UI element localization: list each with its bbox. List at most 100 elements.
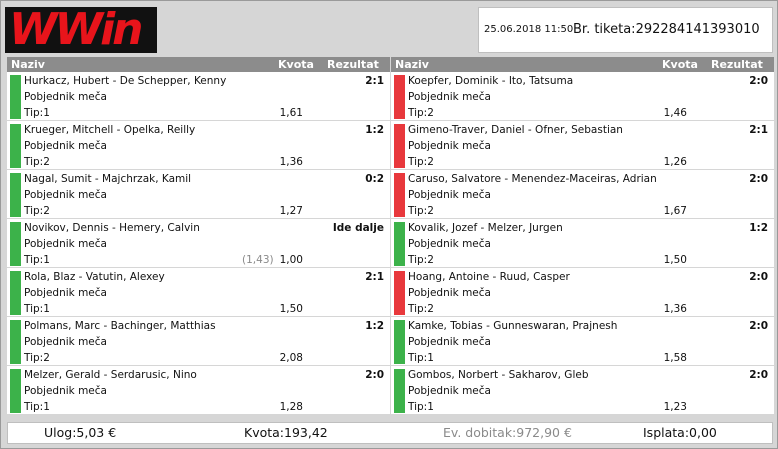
status-indicator	[394, 124, 405, 168]
match-name: Gombos, Norbert - Sakharov, Gleb	[408, 369, 589, 381]
market-name: Pobjednik meča	[24, 385, 107, 397]
status-indicator	[10, 173, 21, 217]
match-name: Melzer, Gerald - Serdarusic, Nino	[24, 369, 197, 381]
odds-value: 1,00	[279, 254, 303, 266]
result: 1:2	[365, 124, 384, 136]
result: 2:0	[749, 75, 768, 87]
right-rows: Koepfer, Dominik - Ito, Tatsuma Pobjednik…	[391, 72, 774, 415]
tip: Tip:2	[408, 156, 434, 168]
odds-value: 1,50	[279, 303, 303, 315]
result: 2:0	[749, 320, 768, 332]
tip: Tip:2	[24, 205, 50, 217]
header-rezultat: Rezultat	[327, 58, 379, 71]
status-indicator	[10, 75, 21, 119]
status-indicator	[10, 320, 21, 364]
ticket-number-label: Br. tiketa:292284141393010	[573, 22, 760, 37]
match-name: Hoang, Antoine - Ruud, Casper	[408, 271, 570, 283]
tip: Tip:2	[24, 156, 50, 168]
status-indicator	[394, 173, 405, 217]
market-name: Pobjednik meča	[408, 336, 491, 348]
result: 2:1	[365, 271, 384, 283]
status-indicator	[394, 75, 405, 119]
status-indicator	[394, 271, 405, 315]
ticket-summary: Ulog:5,03 € Kvota:193,42 Ev. dobitak:972…	[7, 422, 773, 444]
status-indicator	[10, 124, 21, 168]
market-name: Pobjednik meča	[24, 238, 107, 250]
tip: Tip:1	[24, 254, 50, 266]
bet-row: Gombos, Norbert - Sakharov, Gleb Pobjedni…	[391, 366, 774, 415]
result: 2:0	[749, 369, 768, 381]
odds: 1,23	[658, 401, 687, 413]
market-name: Pobjednik meča	[408, 140, 491, 152]
market-name: Pobjednik meča	[408, 385, 491, 397]
ticket-datetime: 25.06.2018 11:50	[484, 24, 574, 35]
odds: 1,27	[274, 205, 303, 217]
market-name: Pobjednik meča	[408, 287, 491, 299]
tip: Tip:1	[408, 352, 434, 364]
status-indicator	[10, 271, 21, 315]
tip: Tip:2	[408, 303, 434, 315]
odds: 1,58	[658, 352, 687, 364]
match-name: Gimeno-Traver, Daniel - Ofner, Sebastian	[408, 124, 623, 136]
header-naziv: Naziv	[395, 58, 429, 71]
market-name: Pobjednik meča	[24, 140, 107, 152]
left-column: Naziv Kvota Rezultat Hurkacz, Hubert - D…	[7, 57, 390, 415]
result: 2:1	[749, 124, 768, 136]
status-indicator	[394, 320, 405, 364]
match-name: Rola, Blaz - Vatutin, Alexey	[24, 271, 165, 283]
match-name: Koepfer, Dominik - Ito, Tatsuma	[408, 75, 574, 87]
header-naziv: Naziv	[11, 58, 45, 71]
match-name: Novikov, Dennis - Hemery, Calvin	[24, 222, 200, 234]
result: 2:1	[365, 75, 384, 87]
ticket-info: 25.06.2018 11:50 Br. tiketa:292284141393…	[478, 7, 773, 53]
header-kvota: Kvota	[662, 58, 698, 71]
match-name: Polmans, Marc - Bachinger, Matthias	[24, 320, 216, 332]
potential-win: Ev. dobitak:972,90 €	[443, 425, 572, 440]
table-header: Naziv Kvota Rezultat	[7, 57, 390, 72]
status-indicator	[394, 369, 405, 413]
tip: Tip:2	[408, 107, 434, 119]
tip: Tip:1	[408, 401, 434, 413]
bet-row: Krueger, Mitchell - Opelka, Reilly Pobjed…	[7, 121, 390, 170]
odds: 1,50	[658, 254, 687, 266]
odds-value: 1,61	[279, 107, 303, 119]
match-name: Nagal, Sumit - Majchrzak, Kamil	[24, 173, 192, 185]
bet-row: Melzer, Gerald - Serdarusic, Nino Pobjedn…	[7, 366, 390, 415]
original-odds: (1,43)	[242, 254, 274, 266]
logo-text: WWin	[9, 7, 143, 53]
odds: 1,36	[274, 156, 303, 168]
tip: Tip:2	[408, 205, 434, 217]
header-rezultat: Rezultat	[711, 58, 763, 71]
tip: Tip:1	[24, 401, 50, 413]
wwin-logo: WWin	[5, 7, 157, 53]
odds: 1,67	[658, 205, 687, 217]
odds-value: 2,08	[279, 352, 303, 364]
market-name: Pobjednik meča	[24, 189, 107, 201]
ticket-number: 292284141393010	[635, 22, 760, 37]
odds-value: 1,36	[279, 156, 303, 168]
odds-value: 1,27	[279, 205, 303, 217]
tip: Tip:1	[24, 107, 50, 119]
match-name: Kovalik, Jozef - Melzer, Jurgen	[408, 222, 563, 234]
odds-value: 1,46	[663, 107, 687, 119]
bet-row: Novikov, Dennis - Hemery, Calvin Pobjedni…	[7, 219, 390, 268]
ticket-number-prefix: Br. tiketa:	[573, 22, 636, 37]
odds-value: 1,50	[663, 254, 687, 266]
result: Ide dalje	[332, 222, 384, 234]
bet-row: Nagal, Sumit - Majchrzak, Kamil Pobjednik…	[7, 170, 390, 219]
odds: 1,26	[658, 156, 687, 168]
bet-row: Koepfer, Dominik - Ito, Tatsuma Pobjednik…	[391, 72, 774, 121]
match-name: Caruso, Salvatore - Menendez-Maceiras, A…	[408, 173, 657, 185]
bet-row: Hoang, Antoine - Ruud, Casper Pobjednik m…	[391, 268, 774, 317]
market-name: Pobjednik meča	[408, 91, 491, 103]
tip: Tip:2	[408, 254, 434, 266]
odds: 1,36	[658, 303, 687, 315]
bet-row: Gimeno-Traver, Daniel - Ofner, Sebastian…	[391, 121, 774, 170]
bet-row: Polmans, Marc - Bachinger, Matthias Pobje…	[7, 317, 390, 366]
result: 2:0	[749, 173, 768, 185]
tip: Tip:2	[24, 352, 50, 364]
result: 1:2	[749, 222, 768, 234]
status-indicator	[10, 369, 21, 413]
odds-value: 1,26	[663, 156, 687, 168]
